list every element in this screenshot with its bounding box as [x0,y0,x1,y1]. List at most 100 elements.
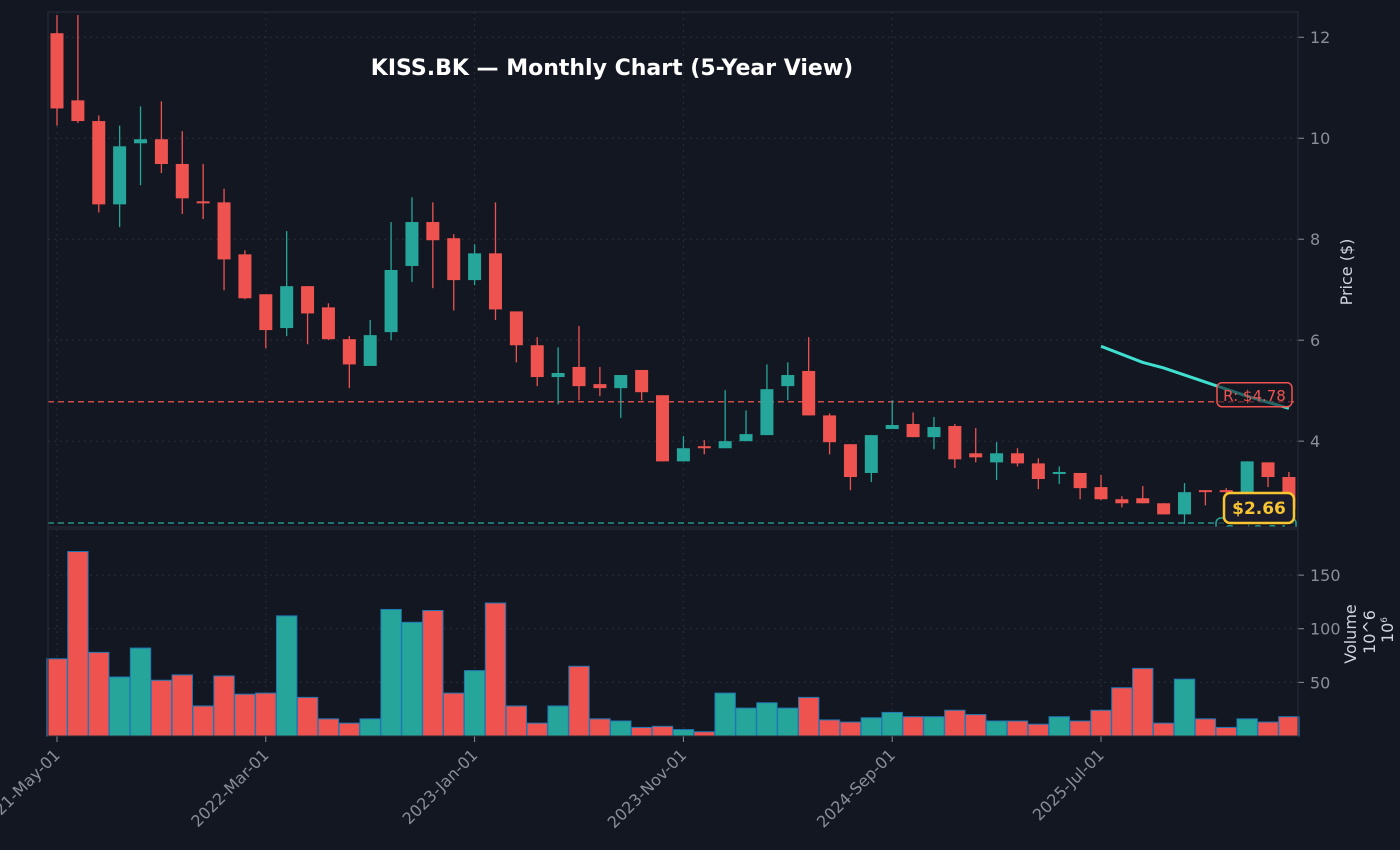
chart-title: KISS.BK — Monthly Chart (5-Year View) [371,56,853,81]
candle-body [154,139,168,164]
volume-unit-base: 10 [1378,623,1397,643]
candle-body [321,307,335,340]
volume-bar [1152,722,1175,737]
candle-body [1073,472,1087,489]
candle [1073,472,1087,500]
volume-bar [756,702,778,737]
candle [154,101,168,174]
price-panel: R: $4.78 S: $2.34 [48,15,1298,527]
volume-panel [46,551,1300,737]
candle [384,222,398,341]
candle [593,366,607,397]
candle-body [134,139,148,144]
volume-bar [505,705,528,737]
candle-body [990,453,1004,463]
volume-bar [443,692,465,737]
volume-bar [1006,720,1029,737]
candle-body [1136,498,1150,504]
x-tick-label: 2024-Sep-01 [813,745,899,831]
volume-bar [610,720,632,737]
volume-bar [484,602,507,737]
price-tick-label: 4 [1310,432,1320,451]
volume-bar [568,665,590,737]
candle [906,412,920,438]
candle [530,337,544,387]
volume-bar [422,610,444,737]
candle-body [1157,503,1171,515]
candle-body [843,444,857,478]
candle-body [384,270,398,333]
volume-bar [797,696,820,737]
candle [238,250,252,300]
candle [488,202,502,320]
volume-bar [67,551,89,737]
candle-body [739,434,753,442]
volume-bar [651,725,674,737]
candle [1052,466,1066,485]
candle-body [238,254,252,299]
volume-bar [275,615,298,737]
candle-body [948,426,962,460]
volume-bar [255,692,277,737]
resistance-label-box [1216,382,1293,408]
candle-body [1010,453,1024,464]
candle [1261,462,1275,488]
candle-body [1031,463,1045,480]
candle [280,231,294,337]
candle [405,197,419,283]
volume-bar [192,705,214,737]
candle-body [1178,492,1192,515]
candle [509,311,523,363]
candle [321,303,335,341]
candle-body [593,384,607,389]
volume-tick-label: 150 [1310,566,1341,585]
candle [92,115,106,213]
volume-unit-label: 106 [1378,617,1397,643]
candle [614,375,628,418]
candle-body [697,446,711,449]
x-tick-label: 2021-May-01 [0,745,64,833]
candle [1094,474,1108,501]
candle-body [363,335,377,366]
candle-body [468,253,482,281]
candle [259,294,273,349]
candle [843,444,857,491]
resistance-label: R: $4.78 [1216,382,1293,408]
volume-bar [1069,720,1091,737]
candle-body [781,375,795,387]
candle-body [447,238,461,281]
volume-bar [777,707,799,737]
candle [342,336,356,389]
volume-bar [735,707,757,737]
last-price-box [1222,491,1296,525]
candle-body [280,286,294,329]
candle [1031,458,1045,490]
candle [572,326,586,401]
candle [760,364,774,436]
volume-bar [401,621,423,737]
candle-body [196,201,210,204]
candle [969,428,983,463]
candle-body [927,427,941,438]
candle-body [969,453,983,458]
x-tick-label: 2025-Jul-01 [1029,745,1108,824]
volume-bar [359,718,381,737]
volume-bar [1048,716,1070,737]
candle-body [175,163,189,199]
candle [71,15,85,124]
candle-body [301,286,315,314]
candle [301,286,315,345]
candle [196,163,210,220]
volume-bar [881,711,903,737]
volume-bar [693,731,715,737]
volume-bar [338,722,361,737]
candle [468,244,482,286]
volume-bar [923,716,945,737]
candle-body [572,366,586,387]
volume-bar [1215,726,1237,737]
volume-bar [860,717,883,737]
candle-body [823,415,837,443]
volume-bar [1278,716,1300,737]
candle-body [113,146,127,205]
